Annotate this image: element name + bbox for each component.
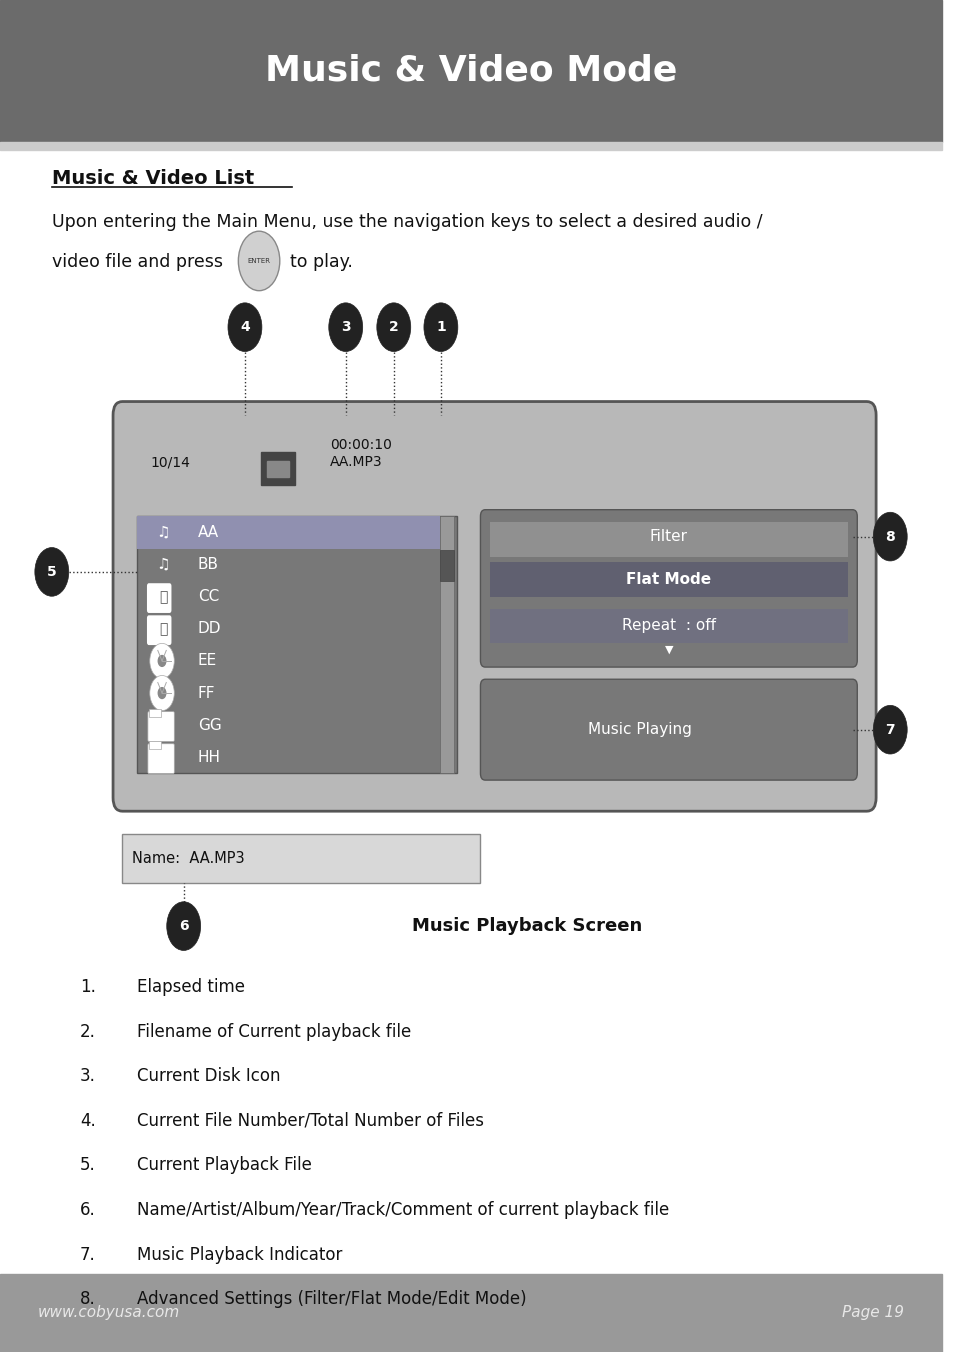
Text: 3.: 3. (80, 1067, 96, 1086)
Text: 8: 8 (884, 530, 894, 544)
Text: Current Playback File: Current Playback File (136, 1156, 311, 1175)
Text: ♫: ♫ (156, 557, 170, 572)
Text: ▼: ▼ (664, 645, 673, 656)
Text: 8.: 8. (80, 1290, 95, 1309)
Text: CC: CC (197, 589, 219, 604)
FancyBboxPatch shape (147, 583, 172, 612)
Bar (0, 1274, 941, 1352)
FancyBboxPatch shape (480, 679, 857, 780)
Text: 1: 1 (436, 320, 445, 334)
FancyBboxPatch shape (112, 402, 875, 811)
Text: Filter: Filter (649, 529, 687, 544)
Bar (136, 516, 439, 549)
Bar (151, 554, 172, 576)
Text: 🎞: 🎞 (159, 591, 167, 603)
Text: Current Disk Icon: Current Disk Icon (136, 1067, 280, 1086)
Text: BB: BB (197, 557, 218, 572)
Text: 3: 3 (340, 320, 350, 334)
FancyBboxPatch shape (147, 615, 172, 645)
Bar (149, 708, 161, 717)
Circle shape (329, 303, 362, 352)
FancyBboxPatch shape (148, 711, 174, 741)
Text: Current File Number/Total Number of Files: Current File Number/Total Number of File… (136, 1111, 483, 1130)
Bar (0, 0, 941, 142)
Text: 📷: 📷 (158, 589, 167, 604)
Circle shape (35, 548, 69, 596)
Bar (489, 608, 847, 644)
FancyBboxPatch shape (480, 510, 857, 667)
Text: 1.: 1. (80, 977, 96, 996)
Text: 4: 4 (240, 320, 250, 334)
Circle shape (423, 303, 457, 352)
Bar (0, 142, 941, 150)
Text: HH: HH (197, 750, 220, 765)
Text: GG: GG (197, 718, 221, 733)
Circle shape (228, 303, 262, 352)
Text: 5: 5 (47, 565, 56, 579)
Text: AA: AA (197, 525, 219, 539)
Circle shape (872, 512, 906, 561)
Text: 2: 2 (389, 320, 398, 334)
Bar (489, 562, 847, 598)
Text: Name:  AA.MP3: Name: AA.MP3 (132, 850, 244, 867)
Text: Music & Video List: Music & Video List (51, 169, 253, 188)
Bar (261, 452, 294, 485)
Text: Elapsed time: Elapsed time (136, 977, 244, 996)
Circle shape (872, 706, 906, 754)
Text: 🎞: 🎞 (159, 622, 167, 635)
Text: Filename of Current playback file: Filename of Current playback file (136, 1022, 411, 1041)
Circle shape (167, 902, 200, 950)
Text: 📷: 📷 (158, 622, 167, 635)
Text: ENTER: ENTER (248, 258, 271, 264)
Text: 7.: 7. (80, 1245, 95, 1264)
Circle shape (376, 303, 411, 352)
Text: 10/14: 10/14 (151, 456, 191, 469)
Bar (122, 834, 480, 883)
Text: 2.: 2. (80, 1022, 96, 1041)
Bar (489, 522, 847, 557)
Text: Repeat  : off: Repeat : off (621, 618, 715, 633)
Circle shape (150, 644, 174, 679)
Bar (266, 461, 289, 477)
Bar (136, 516, 456, 773)
Bar (439, 550, 454, 581)
Text: Page 19: Page 19 (841, 1305, 903, 1321)
Text: 4.: 4. (80, 1111, 95, 1130)
Text: Name/Artist/Album/Year/Track/Comment of current playback file: Name/Artist/Album/Year/Track/Comment of … (136, 1201, 668, 1220)
Text: 6.: 6. (80, 1201, 95, 1220)
Text: 00:00:10: 00:00:10 (330, 438, 391, 452)
Text: 6: 6 (179, 919, 189, 933)
Text: 7: 7 (884, 723, 894, 737)
Circle shape (158, 688, 166, 699)
Text: Music Playback Screen: Music Playback Screen (412, 917, 642, 936)
Text: EE: EE (197, 653, 217, 668)
Circle shape (238, 231, 279, 291)
Text: 5.: 5. (80, 1156, 95, 1175)
Text: Advanced Settings (Filter/Flat Mode/Edit Mode): Advanced Settings (Filter/Flat Mode/Edit… (136, 1290, 526, 1309)
Text: Upon entering the Main Menu, use the navigation keys to select a desired audio /: Upon entering the Main Menu, use the nav… (51, 212, 761, 231)
Bar (149, 741, 161, 749)
Text: FF: FF (197, 685, 215, 700)
Text: AA.MP3: AA.MP3 (330, 456, 382, 469)
Text: Music & Video Mode: Music & Video Mode (265, 54, 677, 88)
FancyBboxPatch shape (148, 744, 174, 773)
Text: DD: DD (197, 622, 221, 637)
Text: Music Playback Indicator: Music Playback Indicator (136, 1245, 341, 1264)
Circle shape (150, 676, 174, 711)
Bar (151, 522, 172, 544)
Text: to play.: to play. (290, 253, 353, 272)
Text: video file and press: video file and press (51, 253, 223, 272)
Text: Flat Mode: Flat Mode (625, 572, 711, 587)
Bar (439, 516, 454, 773)
Text: www.cobyusa.com: www.cobyusa.com (37, 1305, 180, 1321)
Circle shape (158, 656, 166, 667)
Text: ♫: ♫ (156, 525, 170, 539)
Text: Music Playing: Music Playing (587, 722, 691, 737)
